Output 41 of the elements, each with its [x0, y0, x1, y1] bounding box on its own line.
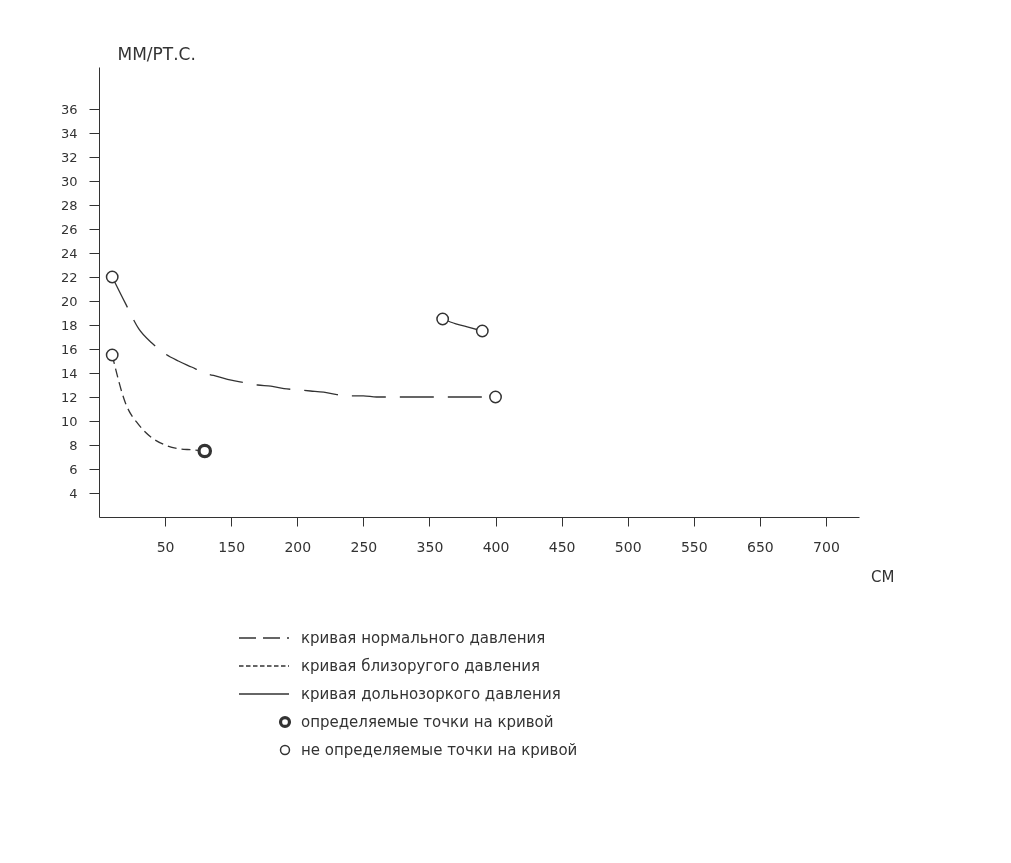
- x-tick-label: 650: [747, 538, 774, 555]
- y-tick-label: 6: [69, 461, 78, 477]
- y-tick-label: 8: [69, 437, 78, 453]
- legend-label: кривая близоругого давления: [301, 657, 540, 675]
- y-tick-label: 14: [60, 365, 78, 381]
- x-tick-label: 200: [284, 538, 312, 555]
- x-tick-label: 550: [680, 538, 708, 555]
- y-tick-label: 20: [60, 293, 78, 309]
- x-tick-label: 400: [482, 538, 510, 555]
- y-tick-label: 10: [60, 413, 78, 429]
- point: [105, 270, 119, 284]
- legend-label: не определяемые точки на кривой: [301, 741, 578, 759]
- x-tick-label: 250: [350, 538, 378, 555]
- x-tick-label: 450: [548, 538, 576, 555]
- y-tick-label: 22: [60, 269, 78, 285]
- legend-label: определяемые точки на кривой: [301, 713, 554, 731]
- y-axis-title: ММ/РТ.С.: [117, 43, 196, 64]
- y-tick-label: 26: [60, 221, 78, 237]
- point: [489, 390, 502, 404]
- y-tick-label: 28: [60, 197, 78, 213]
- x-tick-label: 150: [218, 538, 246, 555]
- x-tick-label: 350: [416, 538, 444, 555]
- point: [436, 312, 450, 326]
- point: [105, 348, 119, 362]
- y-tick-label: 34: [60, 125, 78, 141]
- x-axis-title: СМ: [871, 567, 895, 586]
- y-tick-label: 16: [60, 341, 78, 357]
- x-tick-label: 700: [813, 538, 840, 555]
- y-tick-label: 12: [60, 389, 78, 405]
- y-tick-label: 24: [60, 245, 78, 261]
- legend-label: кривая нормального давления: [301, 629, 546, 647]
- legend-label: кривая дольнозоркого давления: [301, 685, 561, 703]
- y-tick-label: 18: [60, 317, 78, 333]
- y-tick-label: 32: [60, 149, 78, 165]
- point: [475, 324, 489, 338]
- point: [197, 443, 213, 459]
- x-tick-label: 50: [156, 538, 175, 555]
- x-tick-label: 500: [614, 538, 642, 555]
- y-tick-label: 30: [60, 173, 78, 189]
- y-tick-label: 4: [69, 485, 78, 501]
- y-tick-label: 36: [60, 101, 78, 117]
